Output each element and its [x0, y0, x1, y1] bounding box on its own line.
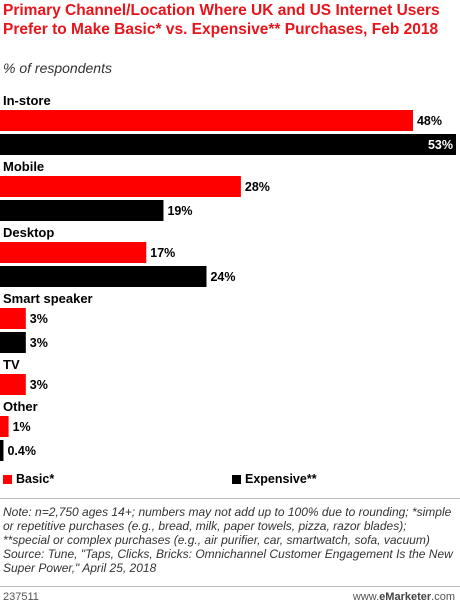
value-label: 53%: [428, 138, 453, 152]
note-text: Note: n=2,750 ages 14+; numbers may not …: [3, 505, 452, 547]
legend-swatch-expensive: [232, 475, 241, 484]
category-label: TV: [3, 357, 20, 372]
legend-label-basic: Basic*: [16, 472, 55, 486]
brand-link[interactable]: www.eMarketer.com: [353, 591, 455, 603]
bar-basic: [0, 110, 413, 131]
brand-name: eMarketer: [379, 591, 432, 603]
bar-expensive: [0, 332, 26, 353]
value-label: 3%: [30, 312, 48, 326]
bar-chart: In-store 48% 53% Mobile 28% 19% Desktop 17% 24% S…: [0, 93, 456, 461]
category-label: In-store: [3, 93, 51, 108]
value-label: 1%: [13, 420, 31, 434]
chart-title: Primary Channel/Location Where UK and US…: [3, 2, 440, 38]
category-label: Other: [3, 399, 38, 414]
bar-basic: [0, 374, 26, 395]
chart-subtitle: % of respondents: [3, 60, 112, 76]
bar-basic: [0, 416, 9, 437]
legend-divider: [0, 498, 460, 499]
brand-suffix: .com: [431, 591, 455, 603]
source-text: Source: Tune, "Taps, Clicks, Bricks: Omn…: [3, 547, 453, 575]
value-label: 17%: [150, 246, 175, 260]
value-label: 48%: [417, 114, 442, 128]
value-label: 19%: [167, 204, 192, 218]
value-label: 28%: [245, 180, 270, 194]
bar-expensive: [0, 200, 164, 221]
value-label: 0.4%: [7, 444, 36, 458]
bar-expensive: [0, 134, 456, 155]
brand-prefix: www.: [352, 591, 380, 603]
category-label: Mobile: [3, 159, 44, 174]
bar-expensive: [0, 440, 4, 461]
category-label: Desktop: [3, 225, 54, 240]
value-label: 3%: [30, 336, 48, 350]
footer-divider: [0, 586, 460, 587]
bar-basic: [0, 176, 241, 197]
value-label: 24%: [210, 270, 235, 284]
legend-swatch-basic: [3, 475, 12, 484]
bar-basic: [0, 308, 26, 329]
bar-basic: [0, 242, 147, 263]
category-label: Smart speaker: [3, 291, 93, 306]
legend-label-expensive: Expensive**: [245, 472, 317, 486]
bar-expensive: [0, 266, 207, 287]
chart-id: 237511: [3, 591, 39, 603]
value-label: 3%: [30, 378, 48, 392]
chart-note: Note: n=2,750 ages 14+; numbers may not …: [3, 505, 455, 575]
